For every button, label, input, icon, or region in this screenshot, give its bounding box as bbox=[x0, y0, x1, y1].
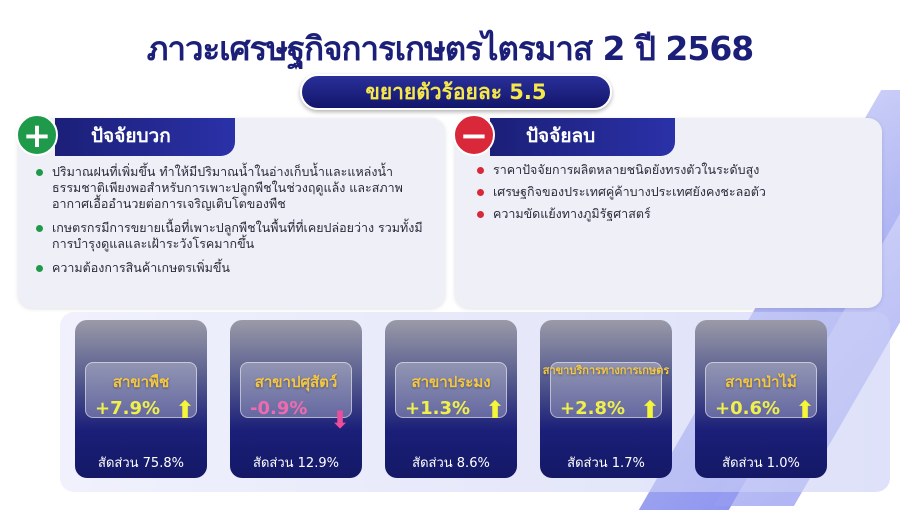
glass-panel bbox=[240, 362, 352, 418]
sector-share: สัดส่วน 8.6% bbox=[412, 456, 490, 471]
plus-icon: + bbox=[16, 114, 58, 156]
sector-growth: -0.9% bbox=[250, 398, 308, 419]
page-title: ภาวะเศรษฐกิจการเกษตรไตรมาส 2 ปี 2568 bbox=[146, 29, 755, 68]
sector-card: สาขาบริการทางการเกษตร +2.8% ⬆ สัดส่วน 1.… bbox=[540, 320, 672, 478]
sector-share: สัดส่วน 12.9% bbox=[253, 456, 339, 471]
list-item: ความต้องการสินค้าเกษตรเพิ่มขึ้น bbox=[34, 260, 434, 276]
negative-factors-panel: ปัจจัยลบ − ราคาปัจจัยการผลิตหลายชนิดยังท… bbox=[453, 114, 882, 308]
list-item: ปริมาณฝนที่เพิ่มขึ้น ทำให้มีปริมาณน้ำในอ… bbox=[34, 164, 434, 212]
list-item: ความขัดแย้งทางภูมิรัฐศาสตร์ bbox=[475, 206, 875, 222]
sector-name: สาขาบริการทางการเกษตร bbox=[542, 364, 670, 377]
glass-panel bbox=[85, 362, 197, 418]
arrow-up-icon: ⬆ bbox=[484, 396, 505, 424]
sector-share: สัดส่วน 75.8% bbox=[98, 456, 184, 471]
sector-name: สาขาพืช bbox=[112, 373, 170, 391]
negative-factors-heading: ปัจจัยลบ bbox=[490, 118, 675, 156]
sector-growth: +0.6% bbox=[715, 398, 781, 419]
list-item: ราคาปัจจัยการผลิตหลายชนิดยังทรงตัวในระดั… bbox=[475, 162, 875, 178]
glass-panel bbox=[550, 362, 662, 418]
glass-panel bbox=[395, 362, 507, 418]
list-item: เกษตรกรมีการขยายเนื้อที่เพาะปลูกพืชในพื้… bbox=[34, 220, 434, 252]
growth-subtitle: ขยายตัวร้อยละ 5.5 bbox=[300, 74, 612, 110]
sector-card: สาขาป่าไม้ +0.6% ⬆ สัดส่วน 1.0% bbox=[695, 320, 827, 478]
sector-name: สาขาปศุสัตว์ bbox=[254, 373, 338, 391]
sector-growth: +1.3% bbox=[405, 398, 471, 419]
positive-factors-heading: ปัจจัยบวก bbox=[55, 118, 235, 156]
sector-growth: +2.8% bbox=[560, 398, 626, 419]
minus-icon: − bbox=[453, 114, 495, 156]
arrow-up-icon: ⬆ bbox=[794, 396, 815, 424]
list-item: เศรษฐกิจของประเทศคู่ค้าบางประเทศยังคงชะล… bbox=[475, 184, 875, 200]
sector-growth: +7.9% bbox=[95, 398, 161, 419]
arrow-down-icon: ⬇ bbox=[329, 406, 350, 434]
sector-card: สาขาประมง +1.3% ⬆ สัดส่วน 8.6% bbox=[385, 320, 517, 478]
sector-share: สัดส่วน 1.0% bbox=[722, 456, 800, 471]
positive-factors-panel: ปัจจัยบวก + ปริมาณฝนที่เพิ่มขึ้น ทำให้มี… bbox=[16, 114, 445, 308]
sector-card: สาขาปศุสัตว์ -0.9% ⬇ สัดส่วน 12.9% bbox=[230, 320, 362, 478]
negative-factors-list: ราคาปัจจัยการผลิตหลายชนิดยังทรงตัวในระดั… bbox=[475, 162, 875, 230]
positive-factors-list: ปริมาณฝนที่เพิ่มขึ้น ทำให้มีปริมาณน้ำในอ… bbox=[34, 164, 434, 284]
sector-share: สัดส่วน 1.7% bbox=[567, 456, 645, 471]
arrow-up-icon: ⬆ bbox=[174, 396, 195, 424]
sector-name: สาขาประมง bbox=[411, 373, 491, 391]
sector-name: สาขาป่าไม้ bbox=[725, 373, 797, 391]
glass-panel bbox=[705, 362, 817, 418]
sector-card: สาขาพืช +7.9% ⬆ สัดส่วน 75.8% bbox=[75, 320, 207, 478]
arrow-up-icon: ⬆ bbox=[639, 396, 660, 424]
